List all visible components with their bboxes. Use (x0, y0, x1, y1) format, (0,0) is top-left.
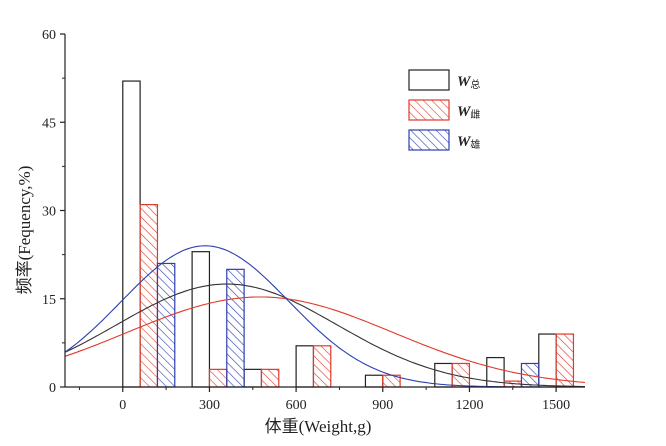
legend-label-2: W雄 (457, 134, 480, 151)
x-axis-title: 体重(Weight,g) (265, 417, 372, 436)
x-tick-label-2: 600 (286, 398, 307, 413)
x-tick-label-1: 300 (199, 398, 220, 413)
legend: W总 W雌 W雄 (408, 69, 480, 151)
bar-series-0-1 (191, 251, 211, 388)
fit-curve-1 (64, 296, 586, 384)
bar-series-0-2 (243, 368, 263, 388)
x-tick-label-0: 0 (119, 398, 126, 413)
y-axis-title: 频率(Fequency,%) (15, 166, 34, 295)
y-tick-label-2: 30 (42, 205, 56, 220)
legend-swatch-0 (408, 69, 450, 91)
legend-swatch-2 (408, 129, 450, 151)
bar-series-2-1 (226, 268, 245, 388)
y-tick-label-0: 0 (49, 381, 56, 396)
bar-series-0-0 (122, 80, 141, 388)
y-tick-label-1: 15 (42, 293, 56, 308)
bar-series-0-3 (295, 345, 315, 388)
bar-series-1-3 (312, 345, 332, 388)
legend-label-1: W雌 (457, 104, 480, 121)
bars-layer (122, 80, 575, 388)
fit-curve-0 (64, 283, 585, 388)
legend-label-0: W总 (457, 74, 480, 91)
x-tick-label-5: 1500 (542, 398, 570, 413)
legend-swatch-1 (408, 99, 450, 121)
x-tick-label-3: 900 (372, 398, 393, 413)
x-tick-label-4: 1200 (455, 398, 483, 413)
bar-series-0-4 (364, 374, 384, 388)
bar-series-1-0 (139, 204, 159, 388)
y-tick-label-4: 60 (42, 28, 56, 43)
y-tick-label-3: 45 (42, 116, 56, 131)
bar-series-1-2 (260, 368, 280, 388)
bar-series-2-0 (156, 262, 176, 388)
bar-series-1-1 (208, 368, 228, 388)
bar-series-1-7 (555, 333, 575, 388)
